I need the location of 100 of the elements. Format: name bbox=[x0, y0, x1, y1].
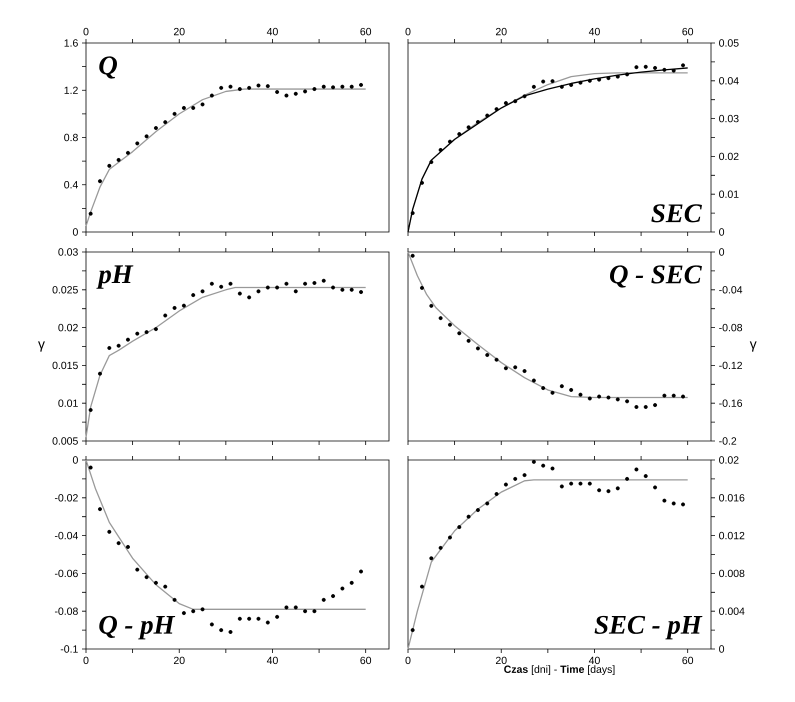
point bbox=[275, 286, 280, 290]
point bbox=[266, 286, 270, 290]
x-tick-label: 40 bbox=[266, 656, 278, 664]
x-tick-label: 60 bbox=[682, 28, 694, 36]
point bbox=[606, 396, 610, 400]
point bbox=[476, 346, 480, 350]
y-tick-label: 0.012 bbox=[719, 532, 744, 540]
point bbox=[116, 344, 121, 348]
text: SEC - pH bbox=[594, 616, 702, 640]
point bbox=[494, 107, 499, 112]
point bbox=[191, 106, 196, 110]
point bbox=[448, 322, 452, 327]
x-tick-label: 0 bbox=[84, 656, 88, 664]
point bbox=[340, 586, 344, 591]
point bbox=[182, 611, 186, 616]
point bbox=[294, 289, 298, 294]
y-tick-label: 0.02 bbox=[719, 456, 739, 464]
point bbox=[550, 466, 555, 471]
point bbox=[219, 628, 224, 632]
point bbox=[578, 482, 582, 486]
point bbox=[238, 292, 242, 296]
y-tick-label: -0.1 bbox=[60, 645, 78, 653]
point bbox=[550, 390, 555, 395]
y-tick-label: -0.2 bbox=[719, 437, 736, 445]
point bbox=[219, 284, 224, 289]
point bbox=[303, 282, 308, 286]
point bbox=[331, 594, 336, 598]
point bbox=[126, 150, 130, 155]
point bbox=[322, 598, 326, 602]
point bbox=[606, 489, 610, 494]
x-axis-title: Czas [dni] - Time [days] bbox=[504, 665, 614, 676]
y-axis-title: γ bbox=[750, 341, 757, 352]
x-tick-label: 0 bbox=[84, 28, 88, 36]
point bbox=[200, 607, 205, 612]
point bbox=[653, 403, 658, 408]
point bbox=[135, 141, 140, 146]
y-tick-label: 0.025 bbox=[52, 286, 78, 294]
y-tick-label: 0 bbox=[72, 228, 78, 236]
x-tick-label: 20 bbox=[496, 28, 507, 36]
point bbox=[513, 365, 518, 370]
point bbox=[504, 101, 508, 106]
point bbox=[294, 605, 298, 610]
y-tick-label: 0.02 bbox=[719, 152, 739, 160]
point bbox=[438, 316, 443, 320]
point bbox=[429, 556, 434, 560]
point bbox=[266, 620, 270, 625]
y-tick-label: 0.4 bbox=[64, 181, 78, 188]
point bbox=[476, 508, 480, 512]
point bbox=[541, 80, 546, 84]
point bbox=[476, 120, 480, 124]
point bbox=[210, 94, 214, 98]
point bbox=[606, 76, 610, 80]
point bbox=[116, 158, 121, 162]
point bbox=[256, 84, 260, 88]
point bbox=[494, 358, 499, 362]
point bbox=[350, 580, 354, 585]
point bbox=[340, 288, 344, 292]
point bbox=[135, 332, 140, 336]
point bbox=[154, 126, 158, 130]
x-tick-label: 0 bbox=[406, 656, 410, 664]
point bbox=[294, 92, 298, 96]
x-tick-label: 40 bbox=[588, 28, 600, 36]
point bbox=[312, 609, 316, 614]
y-tick-label: 0.004 bbox=[719, 608, 745, 615]
point bbox=[681, 63, 686, 68]
point bbox=[560, 484, 564, 488]
point bbox=[191, 609, 196, 614]
point bbox=[429, 304, 434, 308]
point bbox=[182, 304, 186, 308]
point bbox=[569, 482, 574, 486]
point bbox=[284, 282, 288, 286]
point bbox=[331, 85, 336, 90]
y-tick-label: 0 bbox=[719, 228, 724, 236]
point bbox=[457, 132, 462, 136]
point bbox=[681, 394, 686, 399]
point bbox=[284, 605, 288, 610]
point bbox=[228, 630, 232, 634]
y-tick-label: -0.04 bbox=[54, 532, 78, 540]
point bbox=[662, 68, 666, 72]
point bbox=[448, 140, 452, 144]
point bbox=[532, 460, 536, 464]
point bbox=[588, 78, 592, 83]
point bbox=[662, 394, 666, 398]
point bbox=[420, 286, 424, 290]
point bbox=[163, 314, 168, 318]
point bbox=[616, 486, 620, 490]
point bbox=[107, 530, 112, 534]
point bbox=[466, 514, 471, 519]
point bbox=[247, 295, 252, 300]
point bbox=[504, 482, 508, 487]
point bbox=[644, 404, 648, 409]
y-tick-label: 0.008 bbox=[719, 570, 744, 578]
y-axis-title: γ bbox=[38, 341, 45, 352]
point bbox=[303, 609, 308, 614]
y-tick-label: -0.04 bbox=[719, 286, 742, 294]
point bbox=[634, 65, 638, 70]
point bbox=[88, 408, 93, 412]
y-tick-label: 0.02 bbox=[58, 324, 78, 332]
point bbox=[494, 492, 499, 496]
point bbox=[653, 485, 658, 490]
